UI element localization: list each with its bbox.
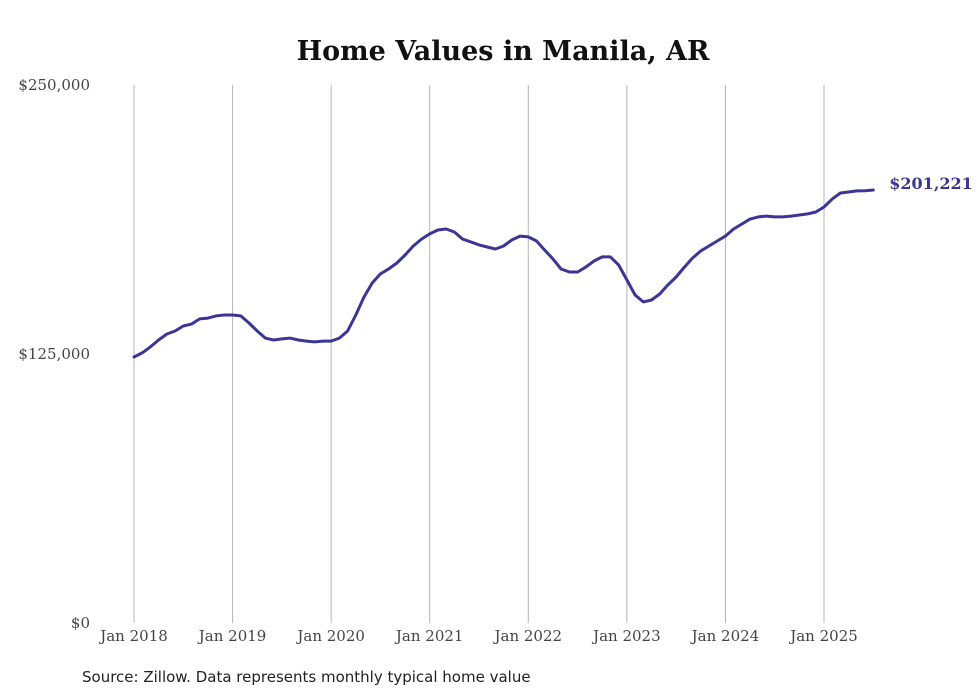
x-tick-label: Jan 2022	[493, 627, 563, 645]
series-line	[132, 188, 875, 359]
x-tick-label: Jan 2018	[98, 627, 168, 645]
x-tick-label: Jan 2025	[788, 627, 858, 645]
x-tick-label: Jan 2021	[394, 627, 464, 645]
x-tick-label: Jan 2024	[690, 627, 760, 645]
source-note: Source: Zillow. Data represents monthly …	[82, 668, 531, 686]
series-group: $201,221	[132, 174, 973, 359]
y-tick-label: $0	[71, 614, 90, 632]
y-tick-label: $250,000	[18, 76, 90, 94]
x-tick-label: Jan 2020	[295, 627, 365, 645]
y-tick-label: $125,000	[18, 345, 90, 363]
x-tick-label: Jan 2023	[591, 627, 661, 645]
end-value-label: $201,221	[889, 174, 973, 193]
gridlines	[133, 85, 825, 623]
x-axis: Jan 2018 Jan 2019 Jan 2020 Jan 2021 Jan 2022…	[98, 627, 858, 645]
x-tick-label: Jan 2019	[197, 627, 267, 645]
y-axis: $0 $125,000 $250,000	[18, 76, 90, 632]
chart-title: Home Values in Manila, AR	[297, 36, 710, 67]
